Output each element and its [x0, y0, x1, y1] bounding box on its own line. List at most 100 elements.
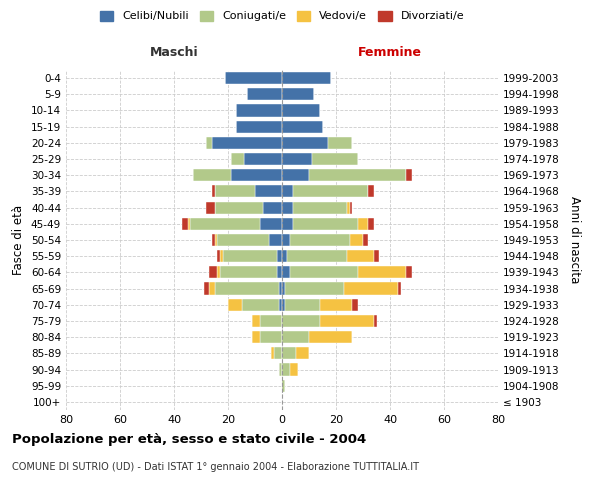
Bar	[255, 186, 282, 198]
Bar	[347, 250, 374, 262]
Bar	[223, 250, 277, 262]
Bar	[241, 298, 280, 311]
Bar	[282, 104, 320, 117]
Bar	[282, 364, 290, 376]
Bar	[374, 250, 379, 262]
Bar	[287, 250, 347, 262]
Text: Femmine: Femmine	[358, 46, 422, 59]
Bar	[220, 266, 277, 278]
Text: Maschi: Maschi	[149, 46, 199, 59]
Bar	[206, 202, 215, 213]
Bar	[247, 88, 282, 101]
Bar	[282, 120, 323, 132]
Bar	[215, 186, 255, 198]
Bar	[252, 315, 260, 327]
Bar	[282, 169, 309, 181]
Bar	[290, 234, 350, 246]
Bar	[252, 331, 260, 343]
Bar	[230, 153, 244, 165]
Bar	[277, 250, 282, 262]
Bar	[209, 266, 217, 278]
Bar	[282, 137, 328, 149]
Bar	[215, 202, 263, 213]
Bar	[269, 234, 282, 246]
Bar	[260, 315, 282, 327]
Y-axis label: Anni di nascita: Anni di nascita	[568, 196, 581, 284]
Bar	[368, 218, 374, 230]
Bar	[282, 218, 293, 230]
Bar	[209, 282, 215, 294]
Bar	[352, 298, 358, 311]
Bar	[374, 315, 377, 327]
Bar	[236, 120, 282, 132]
Bar	[190, 218, 260, 230]
Bar	[290, 266, 358, 278]
Bar	[347, 202, 349, 213]
Bar	[282, 186, 293, 198]
Bar	[182, 218, 187, 230]
Bar	[293, 186, 368, 198]
Bar	[320, 315, 374, 327]
Bar	[282, 380, 285, 392]
Bar	[280, 298, 282, 311]
Bar	[230, 169, 282, 181]
Bar	[215, 234, 217, 246]
Bar	[368, 186, 374, 198]
Bar	[358, 218, 368, 230]
Bar	[244, 153, 282, 165]
Bar	[217, 250, 220, 262]
Bar	[406, 266, 412, 278]
Bar	[282, 250, 287, 262]
Bar	[187, 218, 190, 230]
Bar	[260, 218, 282, 230]
Bar	[263, 202, 282, 213]
Bar	[293, 202, 347, 213]
Bar	[328, 137, 352, 149]
Bar	[282, 234, 290, 246]
Bar	[282, 298, 285, 311]
Bar	[206, 137, 212, 149]
Bar	[215, 282, 280, 294]
Bar	[296, 348, 309, 360]
Bar	[280, 364, 282, 376]
Bar	[282, 72, 331, 84]
Bar	[212, 137, 282, 149]
Bar	[312, 153, 358, 165]
Bar	[282, 266, 290, 278]
Bar	[280, 282, 282, 294]
Legend: Celibi/Nubili, Coniugati/e, Vedovi/e, Divorziati/e: Celibi/Nubili, Coniugati/e, Vedovi/e, Di…	[100, 10, 464, 22]
Bar	[309, 331, 352, 343]
Text: COMUNE DI SUTRIO (UD) - Dati ISTAT 1° gennaio 2004 - Elaborazione TUTTITALIA.IT: COMUNE DI SUTRIO (UD) - Dati ISTAT 1° ge…	[12, 462, 419, 472]
Bar	[212, 186, 215, 198]
Bar	[217, 234, 269, 246]
Bar	[282, 282, 285, 294]
Bar	[271, 348, 274, 360]
Bar	[285, 298, 320, 311]
Bar	[282, 348, 296, 360]
Bar	[363, 234, 368, 246]
Bar	[212, 234, 215, 246]
Bar	[193, 169, 230, 181]
Bar	[203, 282, 209, 294]
Bar	[293, 218, 358, 230]
Bar	[290, 364, 298, 376]
Bar	[282, 315, 320, 327]
Bar	[274, 348, 282, 360]
Bar	[398, 282, 401, 294]
Bar	[309, 169, 406, 181]
Bar	[320, 298, 352, 311]
Bar	[282, 331, 309, 343]
Bar	[285, 282, 344, 294]
Bar	[282, 88, 314, 101]
Bar	[277, 266, 282, 278]
Bar	[260, 331, 282, 343]
Bar	[282, 202, 293, 213]
Bar	[406, 169, 412, 181]
Y-axis label: Fasce di età: Fasce di età	[13, 205, 25, 275]
Bar	[349, 202, 352, 213]
Text: Popolazione per età, sesso e stato civile - 2004: Popolazione per età, sesso e stato civil…	[12, 432, 366, 446]
Bar	[349, 234, 363, 246]
Bar	[220, 250, 223, 262]
Bar	[217, 266, 220, 278]
Bar	[282, 153, 312, 165]
